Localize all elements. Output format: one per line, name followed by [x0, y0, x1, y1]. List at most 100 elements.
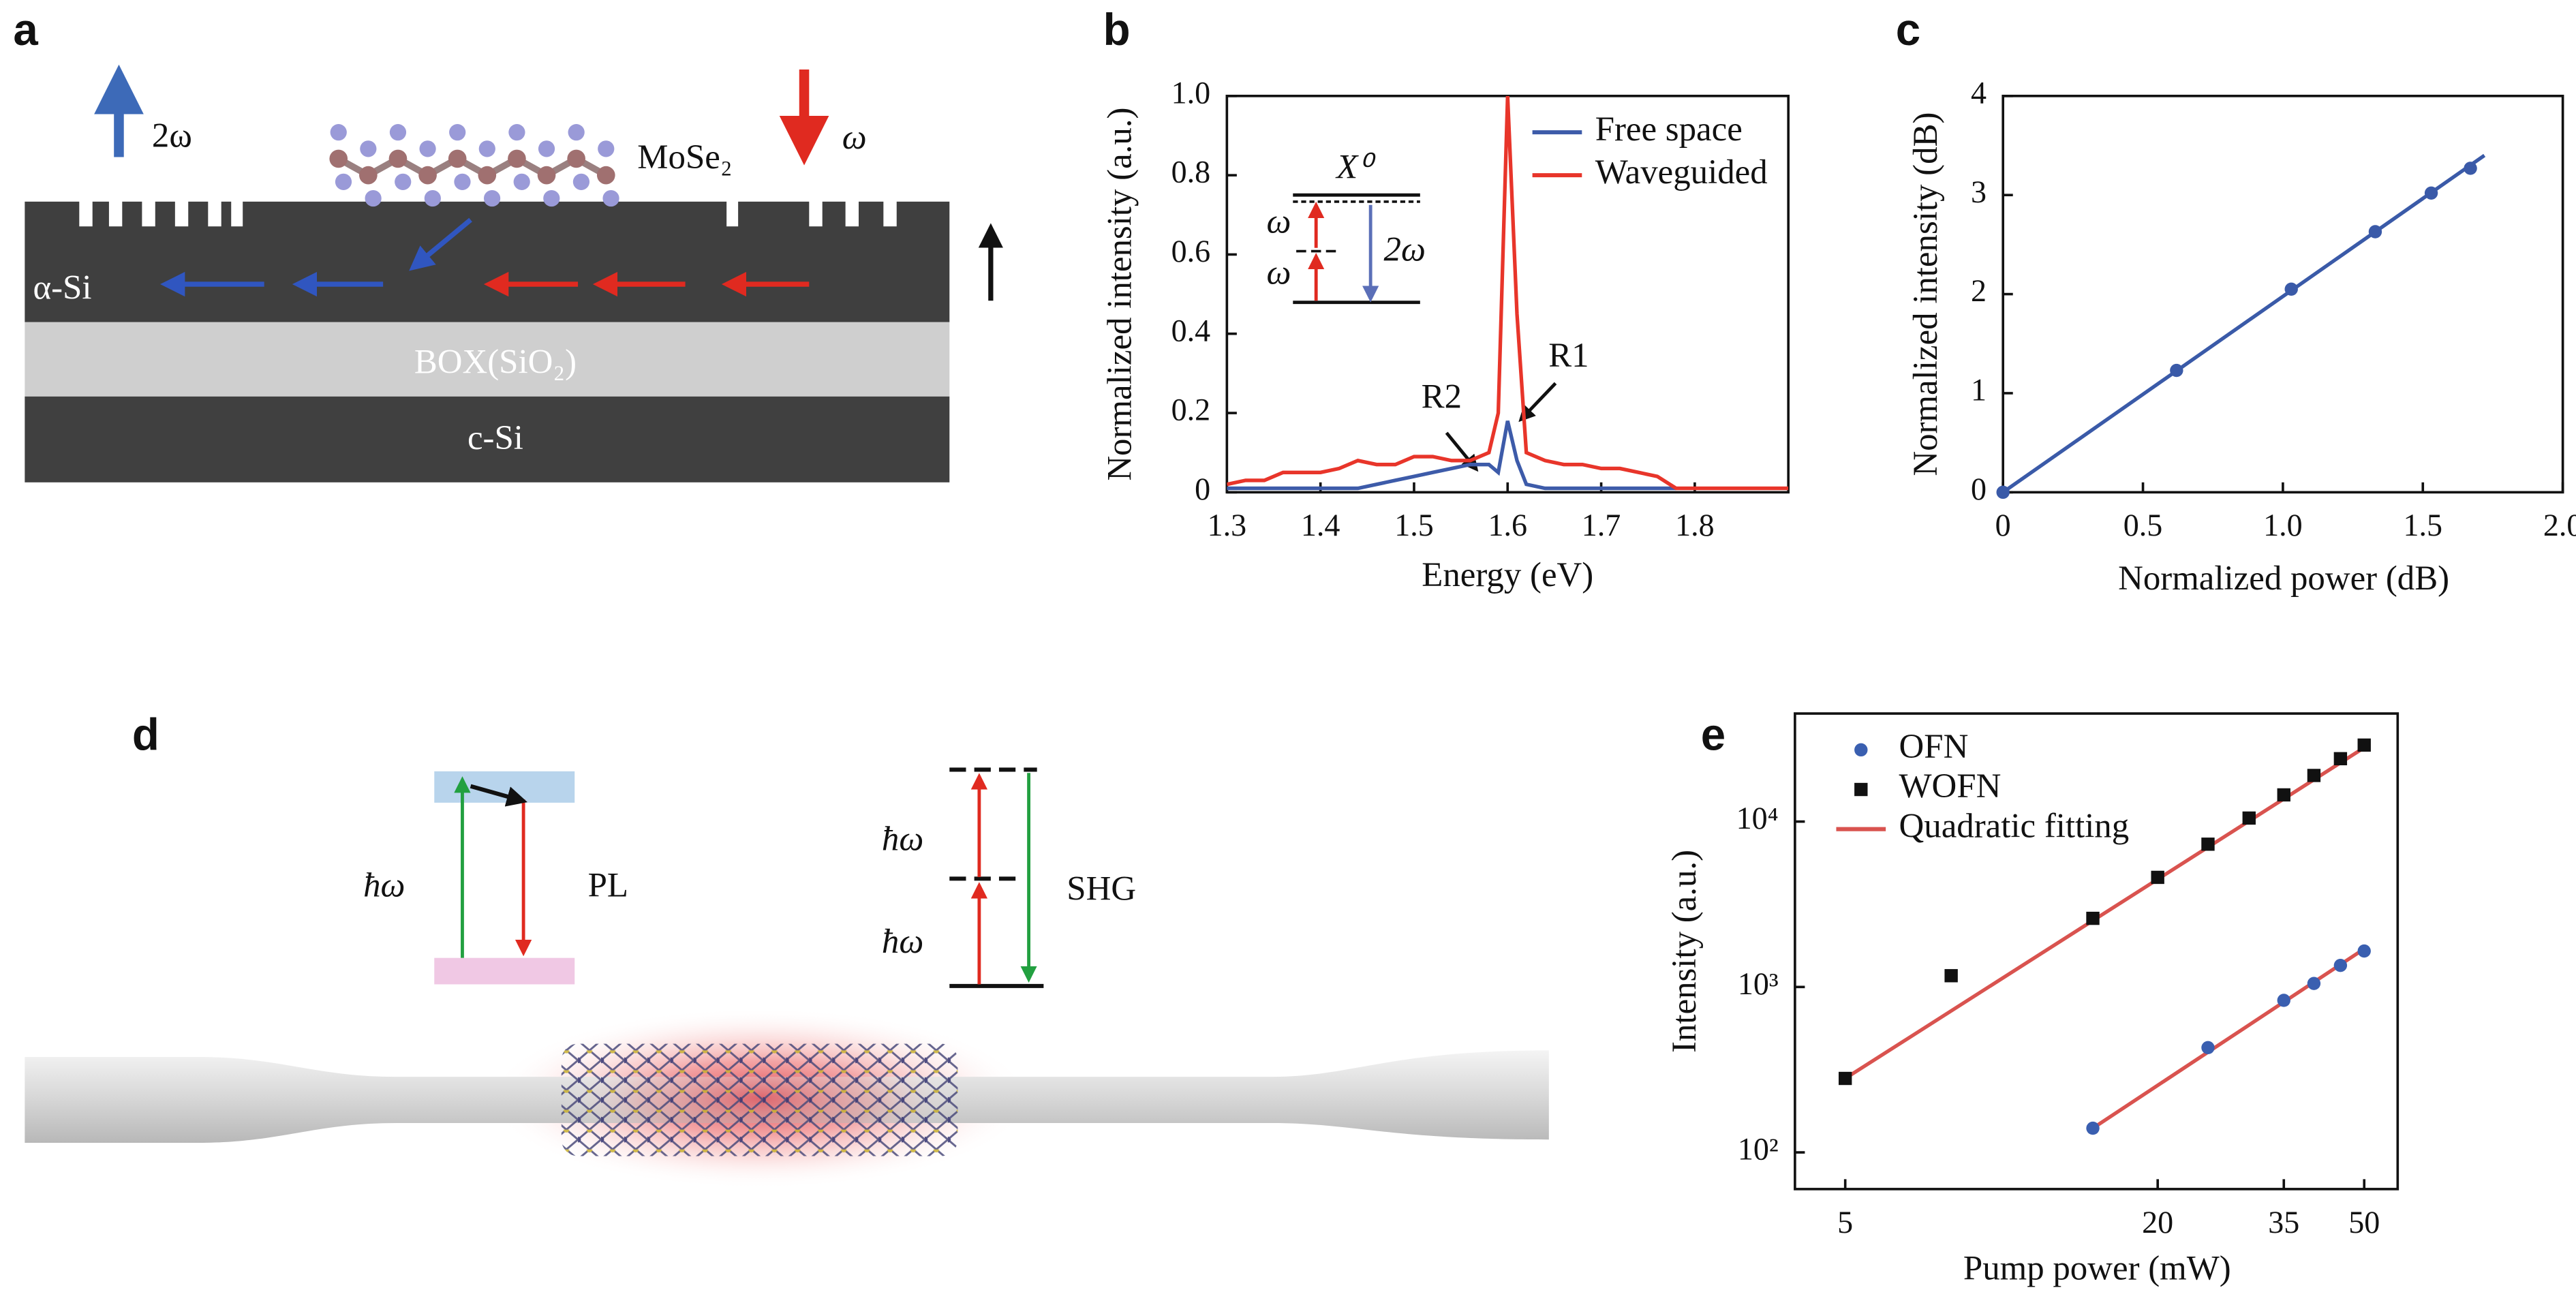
label: MoSe₂: [637, 138, 732, 176]
x-tick-label: 1.4: [1301, 508, 1340, 542]
label: ħω: [882, 923, 923, 961]
mo-atom: [478, 166, 497, 185]
y-tick-label: 0: [1195, 472, 1210, 506]
label: α-Si: [33, 268, 91, 307]
point: [2086, 1121, 2100, 1135]
fiber-diagram: ħω PL ħω ħω SHG: [25, 767, 1549, 1189]
panel-label: b: [1103, 5, 1131, 55]
x-tick-label: 0: [1995, 508, 2011, 542]
y-axis-label: Intensity (a.u.): [1666, 850, 1704, 1053]
se-atom: [483, 189, 501, 207]
point: [2277, 994, 2290, 1007]
label: 2ω: [152, 117, 192, 155]
point: [2464, 162, 2477, 175]
x-tick-label: 5: [1837, 1205, 1853, 1240]
panel-label: c: [1896, 5, 1920, 55]
se-atom: [508, 124, 525, 141]
annotation: R1: [1548, 337, 1589, 375]
x-tick-label: 1.0: [2263, 508, 2303, 542]
mo-atom: [418, 166, 437, 185]
band: [434, 957, 575, 985]
chart: 0 0.5 1.0 1.5 2.0 0 1 2 3 4 Normalized power (dB) N…: [1907, 75, 2576, 597]
se-atom: [543, 189, 560, 207]
series-line: [2003, 153, 2486, 493]
series-line: [1227, 420, 1676, 491]
se-atom: [419, 140, 436, 157]
x-tick-label: 1.8: [1675, 508, 1715, 542]
y-tick-label: 0.2: [1171, 393, 1211, 427]
point: [2357, 738, 2371, 752]
point: [1944, 969, 1958, 983]
x-tick-label: 20: [2142, 1205, 2173, 1240]
x-tick-label: 1.6: [1488, 508, 1528, 542]
box-layer: [25, 322, 950, 397]
point: [2201, 838, 2215, 851]
y-tick-label: 0.6: [1171, 234, 1211, 268]
x-tick-label: 50: [2348, 1205, 2380, 1240]
point: [2424, 186, 2438, 200]
x-axis-label: Normalized power (dB): [2118, 559, 2449, 598]
label: SHG: [1067, 870, 1136, 908]
point: [2151, 870, 2164, 885]
annotation: R2: [1422, 378, 1462, 416]
point: [2170, 363, 2183, 378]
se-atom: [572, 173, 590, 190]
se-atom: [395, 173, 412, 190]
x-tick-label: 1.5: [2403, 508, 2442, 542]
se-atom: [365, 189, 382, 207]
label: 2ω: [1384, 231, 1426, 269]
se-atom: [335, 173, 352, 190]
lattice: [561, 1043, 958, 1156]
legend-label: WOFN: [1899, 767, 2002, 805]
plot-frame: [1794, 712, 2399, 1191]
panel-label: e: [1701, 710, 1726, 760]
se-atom: [478, 140, 495, 157]
y-tick-label: 2: [1971, 273, 1987, 308]
series-line: [1844, 746, 2365, 1130]
y-axis-label: Normalized intensity (dB): [1907, 112, 1945, 476]
label: ω: [1267, 202, 1291, 241]
label: PL: [588, 867, 628, 905]
se-atom: [513, 173, 530, 190]
mo-atom: [537, 166, 556, 185]
legend-label: Free space: [1595, 110, 1743, 149]
label: ω: [842, 119, 867, 157]
waveguide-diagram: 2ω MoSe₂ ω α-Si BOX(SiO₂) c-Si: [25, 64, 1004, 482]
x-tick-label: 0.5: [2123, 508, 2163, 542]
y-tick-label: 1.0: [1171, 75, 1211, 110]
legend-label: Quadratic fitting: [1899, 807, 2130, 845]
c-si-layer: [25, 396, 950, 482]
panel-label: a: [13, 5, 38, 55]
mo-atom: [329, 149, 348, 168]
mo-atom: [508, 149, 526, 168]
mo-atom: [388, 149, 408, 168]
point: [2086, 911, 2100, 925]
point: [2333, 959, 2348, 972]
legend-label: Waveguided: [1595, 153, 1768, 191]
x-tick-label: 35: [2268, 1205, 2299, 1240]
alpha-si-layer: [25, 201, 950, 322]
x-tick-label: 1.7: [1582, 508, 1621, 542]
y-tick-label: 4: [1971, 75, 1987, 110]
chart: 5 20 35 50 10² 10³ 10⁴ Pump power (mW) Intensity…: [1666, 712, 2399, 1288]
energy-inset: X⁰ ω ω 2ω R1 R2: [1267, 149, 1589, 472]
wave-arrow: [409, 217, 472, 271]
se-atom: [598, 140, 615, 157]
point: [2307, 769, 2321, 782]
point: [2357, 944, 2371, 958]
x-tick-label: 1.5: [1394, 508, 1434, 542]
point: [2333, 752, 2348, 766]
arrow: [1518, 382, 1557, 423]
y-tick-label: 10²: [1738, 1132, 1779, 1167]
se-atom: [454, 173, 471, 190]
label: X⁰: [1335, 149, 1376, 187]
se-atom: [449, 124, 466, 141]
se-atom: [389, 124, 407, 141]
label: ħω: [363, 867, 405, 905]
mo-atom: [359, 166, 378, 185]
legend-swatch: [1854, 743, 1868, 757]
point: [2368, 225, 2382, 239]
mo-atom: [448, 149, 467, 168]
x-axis-label: Pump power (mW): [1963, 1250, 2231, 1288]
